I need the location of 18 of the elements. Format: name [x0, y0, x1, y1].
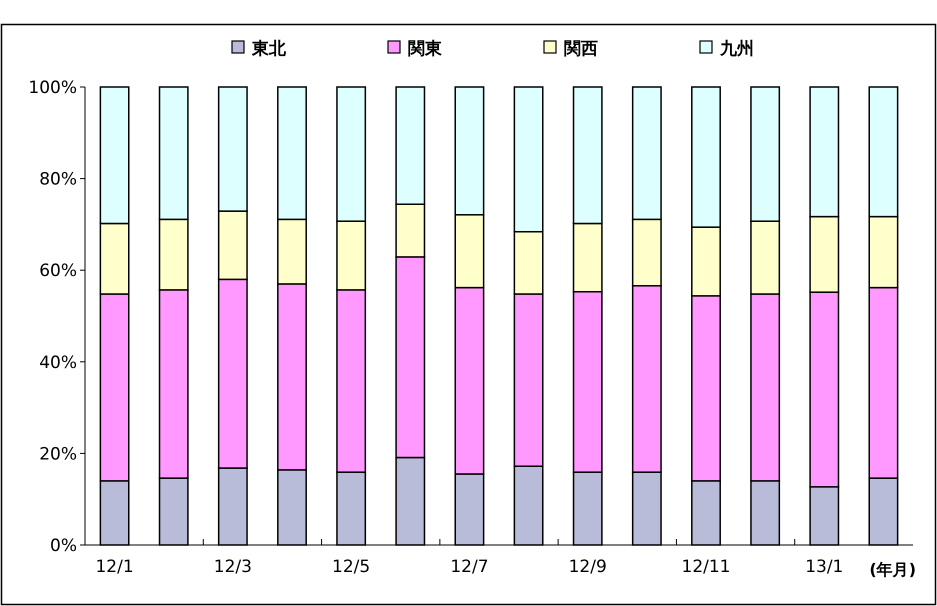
x-tick-label: 12/11 [682, 557, 730, 577]
y-tick-label: 60% [39, 261, 77, 282]
y-tick-label: 40% [39, 352, 77, 373]
x-tick-label: 12/3 [214, 557, 252, 577]
y-tick-label: 100% [28, 78, 77, 98]
y-tick-label: 20% [39, 444, 77, 464]
x-tick-label: 12/9 [568, 557, 607, 577]
legend-label: 関東 [408, 39, 443, 59]
x-axis-title: (年月) [869, 560, 916, 579]
x-tick-label: 12/7 [450, 557, 489, 577]
y-tick-label: 80% [39, 170, 77, 190]
legend-label: 東北 [251, 39, 287, 59]
y-tick-label: 0% [50, 536, 77, 556]
x-tick-label: 12/5 [332, 557, 370, 577]
x-tick-label: 13/1 [805, 557, 844, 577]
legend-label: 関西 [564, 39, 598, 59]
x-tick-label: 12/1 [95, 557, 134, 577]
legend-label: 九州 [719, 39, 754, 59]
